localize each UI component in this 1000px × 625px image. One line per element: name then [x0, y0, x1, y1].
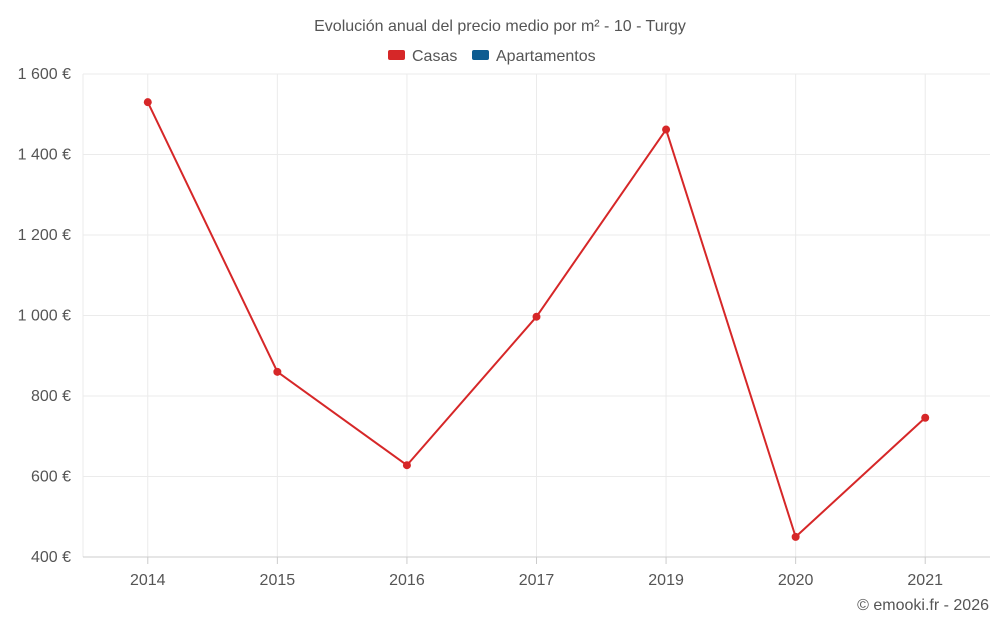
data-point-casas-2014[interactable]: [143, 98, 152, 107]
y-tick-label: 800 €: [31, 388, 71, 405]
data-point-casas-2016[interactable]: [402, 461, 411, 470]
legend-label-casas: Casas: [412, 48, 457, 65]
y-axis: 400 € 600 € 800 € 1 000 € 1 200 € 1 400 € 1 60…: [18, 66, 71, 566]
data-point-casas-2015[interactable]: [273, 367, 282, 376]
data-point-casas-2020[interactable]: [791, 532, 800, 541]
chart-title: Evolución anual del precio medio por m² …: [314, 18, 686, 35]
legend-item-apartamentos[interactable]: Apartamentos: [472, 48, 596, 65]
legend-item-casas[interactable]: Casas: [388, 48, 457, 65]
legend-label-apartamentos: Apartamentos: [496, 48, 596, 65]
y-tick-label: 1 400 €: [18, 147, 71, 164]
y-tick-label: 1 000 €: [18, 308, 71, 325]
series-layer: [143, 98, 930, 541]
x-tick-label: 2015: [260, 572, 296, 589]
x-tick-label: 2019: [648, 572, 684, 589]
x-tick-label: 2014: [130, 572, 166, 589]
legend: Casas Apartamentos: [388, 48, 596, 65]
copyright-credit: © emooki.fr - 2026: [857, 597, 989, 614]
x-tick-label: 2020: [778, 572, 814, 589]
x-tick-label: 2017: [519, 572, 555, 589]
x-tick-label: 2016: [389, 572, 425, 589]
y-tick-label: 1 600 €: [18, 66, 71, 83]
x-tick-label: 2021: [907, 572, 943, 589]
y-tick-label: 1 200 €: [18, 227, 71, 244]
y-tick-label: 600 €: [31, 469, 71, 486]
data-point-casas-2017[interactable]: [532, 312, 541, 321]
x-axis: 2014 2015 2016 2017 2019 2020 2021: [83, 556, 990, 589]
legend-swatch-apartamentos: [472, 50, 489, 60]
grid: [82, 73, 990, 557]
legend-swatch-casas: [388, 50, 405, 60]
y-tick-label: 400 €: [31, 549, 71, 566]
data-point-casas-2021[interactable]: [921, 413, 930, 422]
data-point-casas-2019[interactable]: [662, 125, 671, 134]
